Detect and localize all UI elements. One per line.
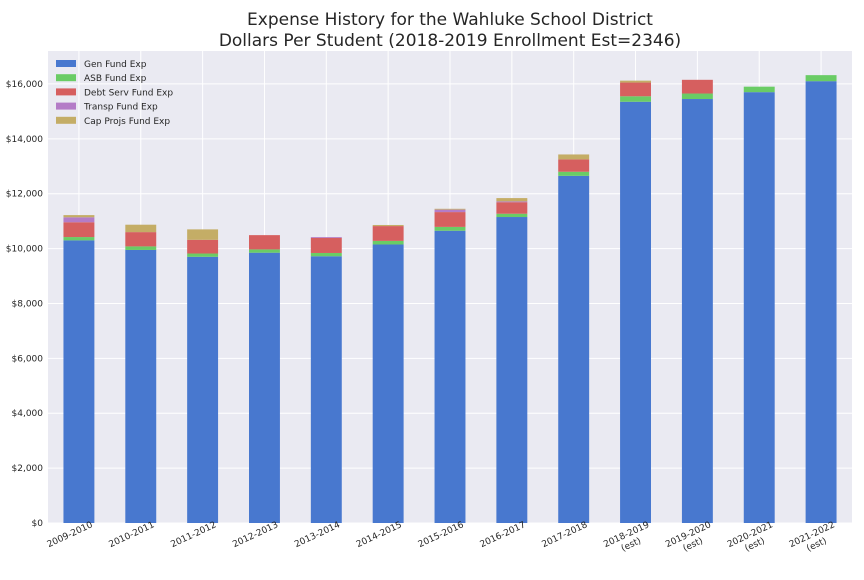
y-tick-label: $10,000 bbox=[6, 245, 43, 255]
x-tick-label-line: 2017-2018 bbox=[541, 520, 590, 550]
bar-segment bbox=[434, 230, 466, 523]
bar-segment bbox=[681, 79, 713, 94]
bar-segment bbox=[496, 213, 528, 218]
legend-label: Debt Serv Fund Exp bbox=[84, 88, 173, 98]
x-tick-label-line: 2013-2014 bbox=[293, 520, 342, 550]
bar-segment bbox=[558, 171, 590, 176]
chart-subtitle: Dollars Per Student (2018-2019 Enrollmen… bbox=[219, 31, 681, 51]
bar-segment bbox=[558, 154, 590, 160]
legend-swatch bbox=[56, 102, 76, 110]
bar-segment bbox=[125, 232, 157, 247]
bar-segment bbox=[558, 159, 590, 172]
bar-segment bbox=[620, 96, 651, 102]
bar-segment bbox=[249, 235, 280, 250]
y-tick-label: $0 bbox=[32, 519, 44, 529]
bar-segment bbox=[558, 175, 590, 523]
bar-segment bbox=[372, 240, 404, 245]
bar-segment bbox=[743, 92, 775, 524]
bar-segment bbox=[496, 198, 528, 202]
x-tick-label: 2020-2021(est) bbox=[726, 520, 779, 560]
bar-segment bbox=[63, 237, 95, 241]
bar-segment bbox=[63, 240, 95, 524]
x-tick-label: 2014-2015 bbox=[355, 520, 404, 550]
x-tick-label: 2021-2022(est) bbox=[788, 520, 841, 560]
bar-segment bbox=[496, 201, 528, 203]
bar-segment bbox=[187, 239, 219, 254]
chart-title: Expense History for the Wahluke School D… bbox=[247, 10, 653, 30]
x-tick-label-line: 2011-2012 bbox=[169, 520, 218, 550]
legend-swatch bbox=[56, 74, 76, 82]
bar-segment bbox=[805, 75, 837, 82]
bar-segment bbox=[620, 80, 651, 83]
y-tick-label: $6,000 bbox=[12, 354, 44, 364]
legend-label: Transp Fund Exp bbox=[83, 103, 158, 113]
y-tick-label: $8,000 bbox=[12, 299, 44, 309]
x-tick-label: 2017-2018 bbox=[541, 520, 590, 550]
bar-segment bbox=[496, 202, 528, 214]
bar-segment bbox=[434, 209, 466, 213]
x-axis: 2009-2010 2010-2011 2011-2012 2012-2013 2013… bbox=[46, 520, 841, 560]
bar-segment bbox=[681, 93, 713, 100]
y-axis: $0 $2,000 $4,000 $6,000 $8,000 $10,000 $12,000… bbox=[6, 80, 43, 529]
bar-segment bbox=[681, 99, 713, 523]
x-tick-label-line: 2012-2013 bbox=[231, 520, 280, 550]
bar-segment bbox=[434, 208, 466, 210]
bar-segment bbox=[434, 212, 466, 227]
legend-label: Cap Projs Fund Exp bbox=[84, 117, 170, 127]
bar-segment bbox=[434, 226, 466, 231]
bar-segment bbox=[310, 237, 342, 238]
bar-segment bbox=[125, 224, 157, 233]
legend-swatch bbox=[56, 60, 76, 67]
x-tick-label: 2019-2020(est) bbox=[664, 520, 718, 560]
x-tick-label-line: 2014-2015 bbox=[355, 520, 404, 550]
x-tick-label-line: 2016-2017 bbox=[479, 520, 528, 550]
bar-segment bbox=[249, 252, 280, 523]
bar-segment bbox=[310, 237, 342, 253]
x-tick-label: 2015-2016 bbox=[417, 520, 466, 550]
bar-segment bbox=[249, 249, 280, 253]
x-tick-label: 2013-2014 bbox=[293, 520, 342, 550]
bar-segment bbox=[125, 249, 157, 523]
bar-segment bbox=[63, 217, 95, 223]
bar-segment bbox=[805, 81, 837, 524]
x-tick-label-line: 2010-2011 bbox=[108, 520, 157, 550]
x-tick-label: 2012-2013 bbox=[231, 520, 280, 550]
y-tick-label: $2,000 bbox=[12, 464, 44, 474]
x-tick-label: 2018-2019(est) bbox=[602, 520, 656, 560]
x-tick-label: 2010-2011 bbox=[108, 520, 157, 550]
x-tick-label: 2016-2017 bbox=[479, 520, 528, 550]
bar-segment bbox=[310, 252, 342, 257]
bar-segment bbox=[187, 253, 219, 257]
legend-swatch bbox=[56, 88, 76, 96]
y-tick-label: $4,000 bbox=[12, 409, 44, 419]
bars-layer bbox=[63, 75, 837, 524]
legend-label: Gen Fund Exp bbox=[84, 60, 147, 70]
legend-label: ASB Fund Exp bbox=[84, 74, 147, 84]
bar-segment bbox=[372, 224, 404, 227]
bar-segment bbox=[187, 229, 219, 240]
x-tick-label-line: 2015-2016 bbox=[417, 520, 466, 550]
x-tick-label: 2011-2012 bbox=[169, 520, 218, 550]
y-tick-label: $14,000 bbox=[6, 135, 43, 145]
y-tick-label: $12,000 bbox=[6, 190, 43, 200]
legend-swatch bbox=[56, 116, 76, 124]
bar-segment bbox=[620, 82, 651, 97]
bar-segment bbox=[125, 246, 157, 250]
bar-segment bbox=[743, 86, 775, 93]
bar-segment bbox=[310, 256, 342, 523]
bar-segment bbox=[187, 256, 219, 523]
bar-segment bbox=[63, 222, 95, 238]
bar-segment bbox=[620, 101, 651, 523]
bar-segment bbox=[372, 244, 404, 523]
x-tick-label-line: 2009-2010 bbox=[46, 520, 95, 550]
bar-segment bbox=[63, 215, 95, 218]
y-tick-label: $16,000 bbox=[6, 80, 43, 90]
bar-segment bbox=[372, 226, 404, 241]
bar-segment bbox=[496, 217, 528, 523]
legend: Gen Fund Exp ASB Fund Exp Debt Serv Fund E… bbox=[56, 60, 173, 127]
x-tick-label: 2009-2010 bbox=[46, 520, 95, 550]
